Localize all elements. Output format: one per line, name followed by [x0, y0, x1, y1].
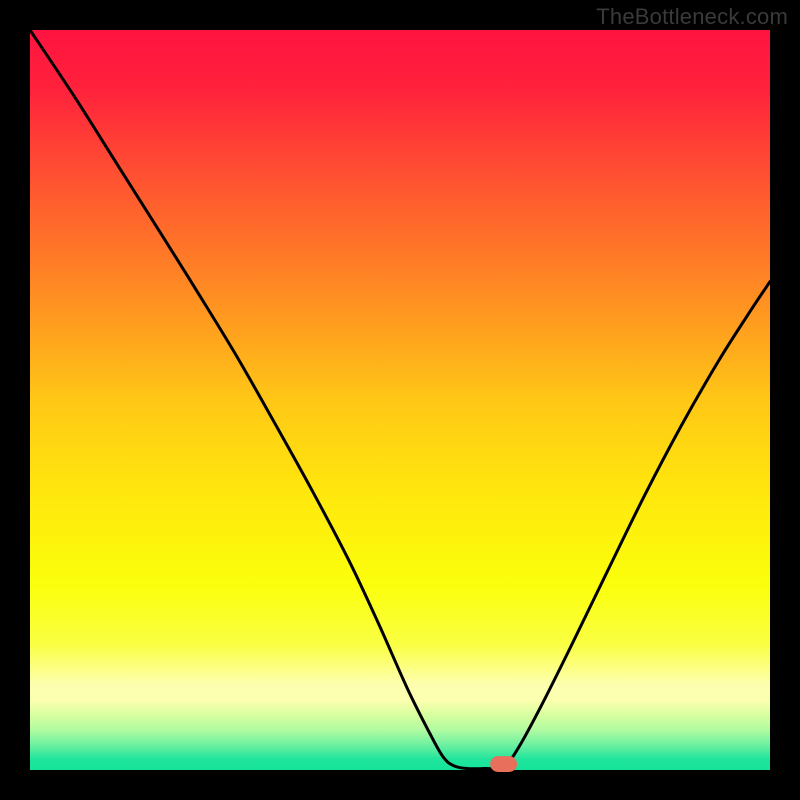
- curve-line: [30, 30, 770, 769]
- plot-area: [30, 30, 770, 770]
- bottleneck-curve: [30, 30, 770, 770]
- chart-root: TheBottleneck.com: [0, 0, 800, 800]
- trough-marker: [491, 757, 517, 772]
- watermark-text: TheBottleneck.com: [596, 4, 788, 30]
